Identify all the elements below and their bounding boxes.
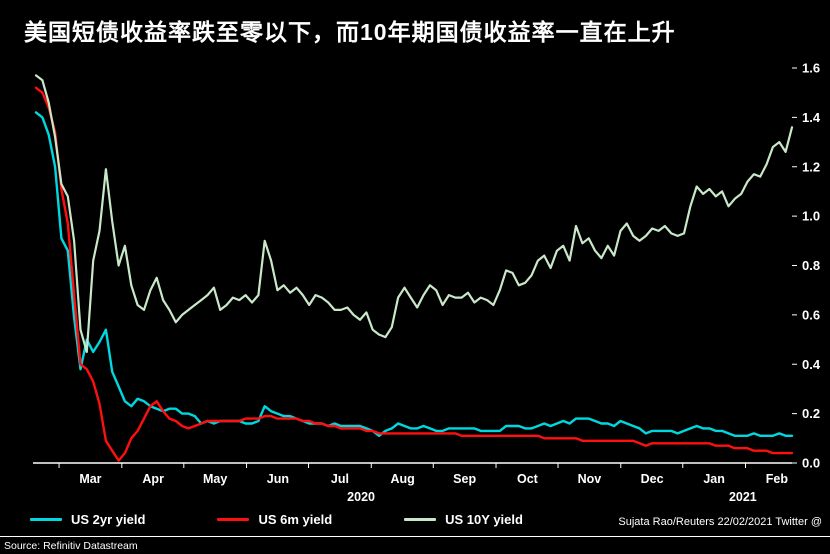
- credit-text: Sujata Rao/Reuters 22/02/2021 Twitter @: [618, 516, 822, 528]
- y-tick-label: 0.0: [802, 456, 820, 471]
- legend-label-us-2yr-yield: US 2yr yield: [71, 512, 146, 527]
- legend-label-us-6m-yield: US 6m yield: [258, 512, 333, 527]
- series-line-us-10y-yield: [34, 74, 794, 353]
- legend-label-us-10y-yield: US 10Y yield: [445, 512, 523, 527]
- y-tick-label: 0.4: [802, 357, 821, 372]
- x-tick-label: Dec: [641, 472, 664, 486]
- x-tick-label: Sep: [453, 472, 476, 486]
- x-tick-label: Feb: [766, 472, 789, 486]
- x-tick-label: Jan: [703, 472, 725, 486]
- x-tick-label: Jun: [267, 472, 289, 486]
- x-tick-label: Mar: [79, 472, 101, 486]
- y-tick-label: 1.2: [802, 159, 820, 174]
- legend-swatch-us-2yr-yield: [30, 518, 62, 521]
- x-tick-label: Nov: [578, 472, 602, 486]
- y-tick-label: 1.4: [802, 110, 821, 125]
- x-tick-label: Aug: [391, 472, 415, 486]
- chart-legend: US 2yr yield US 6m yield US 10Y yield: [30, 512, 523, 527]
- legend-item-us-6m-yield: US 6m yield: [217, 512, 332, 527]
- legend-item-us-10y-yield: US 10Y yield: [404, 512, 523, 527]
- legend-item-us-2yr-yield: US 2yr yield: [30, 512, 145, 527]
- y-tick-label: 0.8: [802, 258, 820, 273]
- x-tick-label: May: [203, 472, 227, 486]
- footer-divider: [0, 536, 830, 537]
- x-tick-label: Oct: [517, 472, 539, 486]
- x-year-label: 2020: [347, 490, 375, 504]
- legend-swatch-us-6m-yield: [217, 518, 250, 521]
- legend-swatch-us-10y-yield: [404, 518, 437, 521]
- source-text: Source: Refinitiv Datastream: [4, 540, 138, 552]
- series-line-us-6m-yield: [34, 86, 794, 462]
- x-tick-label: Jul: [331, 472, 349, 486]
- series-line-us-2yr-yield: [34, 111, 794, 437]
- y-tick-label: 1.0: [802, 209, 820, 224]
- yield-chart-canvas: 0.0 0.2 0.4 0.6 0.8 1.0 1.2 1.4 1.6 Mar Apr May Jun J…: [33, 61, 821, 504]
- y-tick-label: 0.6: [802, 307, 820, 322]
- y-tick-label: 1.6: [802, 61, 820, 76]
- x-year-label: 2021: [729, 490, 757, 504]
- y-tick-label: 0.2: [802, 406, 820, 421]
- chart-title: 美国短债收益率跌至零以下，而10年期国债收益率一直在上升: [24, 19, 676, 45]
- x-tick-label: Apr: [142, 472, 164, 486]
